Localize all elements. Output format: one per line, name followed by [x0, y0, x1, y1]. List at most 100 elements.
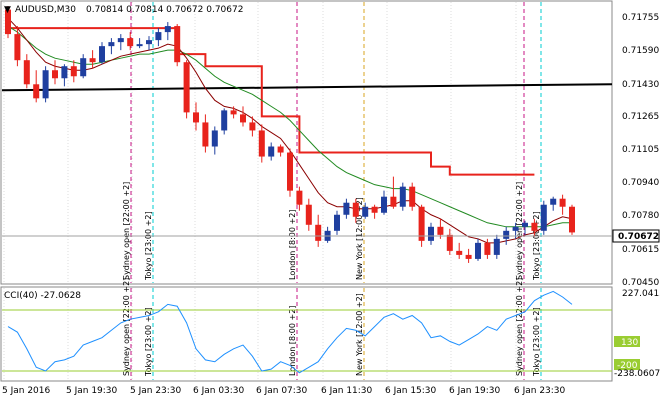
current-price-label: 0.70672	[618, 232, 659, 242]
candle-body	[287, 152, 293, 191]
price-tick: 0.70940	[622, 178, 659, 188]
time-tick: 6 Jan 07:30	[256, 386, 308, 396]
session-label: New York [12:00 +2]	[355, 197, 364, 280]
time-tick: 6 Jan 23:30	[514, 386, 566, 396]
candle-body	[315, 224, 322, 241]
chart-menu-arrow-icon[interactable]: ▼	[4, 5, 11, 15]
candle-body	[52, 70, 58, 79]
time-tick: 5 Jan 2016	[2, 386, 50, 396]
session-label: Sydney open [22:00 +2]	[515, 278, 524, 376]
candle-body	[409, 186, 416, 207]
candle-body	[399, 186, 406, 207]
candle-body	[61, 66, 68, 79]
session-label: London [8:00 +2]	[288, 306, 297, 376]
session-label: Tokyo [23:00 +2]	[532, 211, 541, 281]
price-tick: 0.70615	[622, 245, 659, 255]
price-tick: 0.71265	[622, 112, 659, 122]
candle-body	[89, 58, 96, 63]
cci-axis-top: 227.0415	[622, 289, 660, 299]
session-label: Tokyo [23:00 +2]	[532, 307, 541, 377]
session-label: New York [12:00 +2]	[355, 293, 364, 376]
candle-body	[334, 214, 340, 231]
candle-body	[559, 198, 566, 207]
horizontal-line-layer	[1, 83, 613, 92]
price-tick: 0.71430	[622, 80, 659, 90]
time-tick: 6 Jan 11:30	[321, 386, 373, 396]
candle-body	[428, 226, 434, 241]
candle-body	[164, 26, 171, 33]
candle-body	[99, 46, 105, 63]
candle-body	[540, 204, 547, 231]
time-tick: 6 Jan 19:30	[449, 386, 501, 396]
session-label: Tokyo [23:00 +2]	[144, 307, 153, 377]
price-tick: 0.71590	[622, 46, 659, 56]
candle-body	[14, 34, 21, 61]
candle-body	[155, 32, 162, 41]
price-tick: 0.71755	[622, 13, 659, 23]
cci-level-lower-label: -200	[617, 361, 638, 371]
session-label: Tokyo [23:00 +2]	[144, 211, 153, 281]
candle-body	[305, 204, 312, 225]
candle-body	[42, 70, 49, 99]
session-label: London [8:00 +2]	[288, 210, 297, 280]
candle-body	[371, 206, 378, 213]
candle-body	[5, 9, 11, 35]
candle-body	[446, 234, 453, 251]
candle-body	[117, 38, 124, 43]
candle-body	[70, 66, 77, 77]
candle-body	[258, 130, 265, 157]
current-price-tag	[612, 229, 660, 243]
time-tick: 6 Jan 15:30	[385, 386, 437, 396]
candle-body	[249, 122, 256, 131]
candle-body	[343, 202, 350, 215]
price-tick: 0.71105	[622, 145, 659, 155]
candle-body	[484, 242, 491, 255]
candle-body	[569, 206, 575, 233]
candle-body	[221, 110, 228, 131]
cci-level-upper-tag	[614, 336, 640, 347]
candle-body	[503, 230, 510, 239]
candle-body	[136, 44, 143, 47]
candles[interactable]	[5, 6, 575, 263]
time-tick: 5 Jan 19:30	[66, 386, 118, 396]
candle-body	[531, 222, 538, 231]
candle-body	[277, 146, 284, 153]
candle-body	[390, 196, 397, 207]
candle-body	[202, 122, 209, 147]
candle-body	[80, 58, 87, 77]
price-tick: 0.70450	[622, 278, 659, 288]
time-tick: 5 Jan 23:30	[130, 386, 182, 396]
candle-body	[418, 206, 425, 241]
candle-body	[211, 130, 218, 147]
time-axis[interactable]: 5 Jan 2016 5 Jan 19:30 5 Jan 23:30 6 Jan…	[2, 386, 566, 396]
candle-body	[512, 226, 519, 231]
cci-level-upper-label: 130	[621, 338, 638, 348]
cci-level-lower-tag	[614, 359, 640, 370]
candle-body	[183, 62, 190, 113]
candle-body	[522, 222, 528, 227]
session-label: Sydney open [22:00 +2]	[122, 278, 131, 376]
price-axis[interactable]: 0.71755 0.71590 0.71430 0.71265 0.71105 …	[622, 13, 659, 288]
candle-body	[240, 114, 246, 123]
candle-body	[108, 42, 115, 47]
price-tick: 0.70780	[622, 211, 659, 221]
candle-body	[296, 190, 303, 205]
session-label: Sydney open [22:00 +2]	[515, 182, 524, 280]
candle-body	[193, 112, 199, 123]
candle-body	[352, 202, 359, 217]
candle-body	[437, 226, 444, 235]
candle-body	[174, 26, 181, 63]
cci-axis-bottom: -238.0607	[614, 369, 660, 379]
cci-indicator	[2, 290, 612, 374]
candle-body	[550, 198, 557, 205]
candle-body	[23, 60, 30, 85]
candle-body	[475, 242, 481, 259]
ohlc-values: 0.70814 0.70814 0.70672 0.70672	[86, 5, 243, 15]
candle-body	[456, 250, 463, 255]
indicator-panel-frame	[0, 286, 613, 382]
symbol-timeframe: AUDUSD,M30	[15, 5, 76, 15]
cci-line	[7, 290, 573, 374]
cci-header: CCI(40) -27.0628	[4, 291, 81, 301]
